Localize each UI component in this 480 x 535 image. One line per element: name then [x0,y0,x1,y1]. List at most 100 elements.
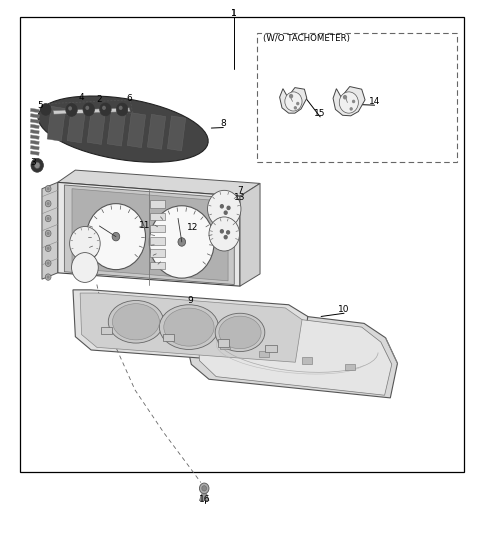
Circle shape [47,262,49,265]
Text: 9: 9 [187,296,193,305]
Circle shape [119,106,122,110]
Text: 1: 1 [231,9,237,18]
Circle shape [224,211,227,215]
Circle shape [220,205,223,208]
Text: 11: 11 [139,221,150,231]
Polygon shape [187,305,397,398]
Polygon shape [240,184,260,286]
Polygon shape [73,290,308,365]
Bar [220,343,229,349]
Polygon shape [72,189,228,281]
Bar [150,225,165,232]
Circle shape [112,232,120,241]
Polygon shape [199,494,209,501]
Circle shape [353,101,355,103]
Polygon shape [30,129,39,134]
Polygon shape [280,88,307,113]
Text: 7: 7 [237,186,243,195]
Circle shape [285,92,302,111]
Bar [150,262,165,269]
Circle shape [47,232,49,235]
Circle shape [199,483,209,494]
Polygon shape [67,108,85,143]
Ellipse shape [215,314,265,351]
Bar [163,334,174,341]
Circle shape [224,235,227,239]
Circle shape [209,217,240,251]
Polygon shape [30,124,39,129]
Bar [150,201,165,208]
Circle shape [202,486,206,491]
Ellipse shape [164,308,214,346]
Bar [259,350,269,357]
Circle shape [344,96,347,99]
Polygon shape [80,293,302,362]
Text: 13: 13 [234,193,246,202]
Bar [150,213,165,220]
Circle shape [47,202,49,205]
Polygon shape [30,151,39,155]
Text: 15: 15 [314,109,326,118]
Polygon shape [30,108,39,113]
Circle shape [45,186,51,192]
Ellipse shape [108,301,164,343]
Polygon shape [107,111,126,146]
Circle shape [350,108,352,110]
Polygon shape [30,113,39,118]
Circle shape [149,206,214,278]
Bar [257,33,457,162]
Circle shape [85,106,89,110]
Bar [21,17,464,472]
Ellipse shape [112,304,159,340]
Circle shape [72,253,98,282]
Circle shape [102,106,106,110]
Circle shape [45,216,51,221]
Text: 12: 12 [187,223,198,232]
Bar [345,364,355,370]
Circle shape [220,230,223,233]
Polygon shape [147,114,166,149]
Polygon shape [47,106,65,141]
Polygon shape [30,135,39,139]
Circle shape [289,95,292,98]
Bar [302,357,312,364]
Circle shape [47,217,49,220]
Circle shape [31,158,43,172]
Circle shape [66,104,77,116]
Text: 8: 8 [220,119,226,128]
Bar [217,339,229,347]
Text: 4: 4 [78,93,84,102]
Text: 2: 2 [96,95,102,104]
Circle shape [207,190,241,227]
Bar [150,249,165,257]
Polygon shape [58,170,260,196]
Circle shape [339,92,359,113]
Bar [101,326,112,334]
Circle shape [83,103,95,116]
Circle shape [227,207,230,210]
Circle shape [227,231,229,234]
Polygon shape [38,96,208,162]
Text: 1: 1 [231,9,237,18]
Circle shape [45,230,51,236]
Text: 10: 10 [338,305,350,314]
Polygon shape [30,140,39,144]
Text: 6: 6 [126,94,132,103]
Circle shape [34,162,40,169]
Circle shape [45,274,51,280]
Polygon shape [30,119,39,124]
Ellipse shape [159,305,218,349]
Polygon shape [197,309,392,395]
Circle shape [294,107,296,109]
Circle shape [47,187,49,190]
Text: (W/O TACHOMETER): (W/O TACHOMETER) [263,34,350,43]
Circle shape [68,106,72,111]
Circle shape [116,103,128,116]
Text: 16: 16 [199,495,211,504]
Polygon shape [333,87,365,116]
Circle shape [100,103,111,116]
Polygon shape [58,182,240,286]
Circle shape [47,247,49,250]
Polygon shape [30,146,39,150]
Circle shape [45,245,51,251]
